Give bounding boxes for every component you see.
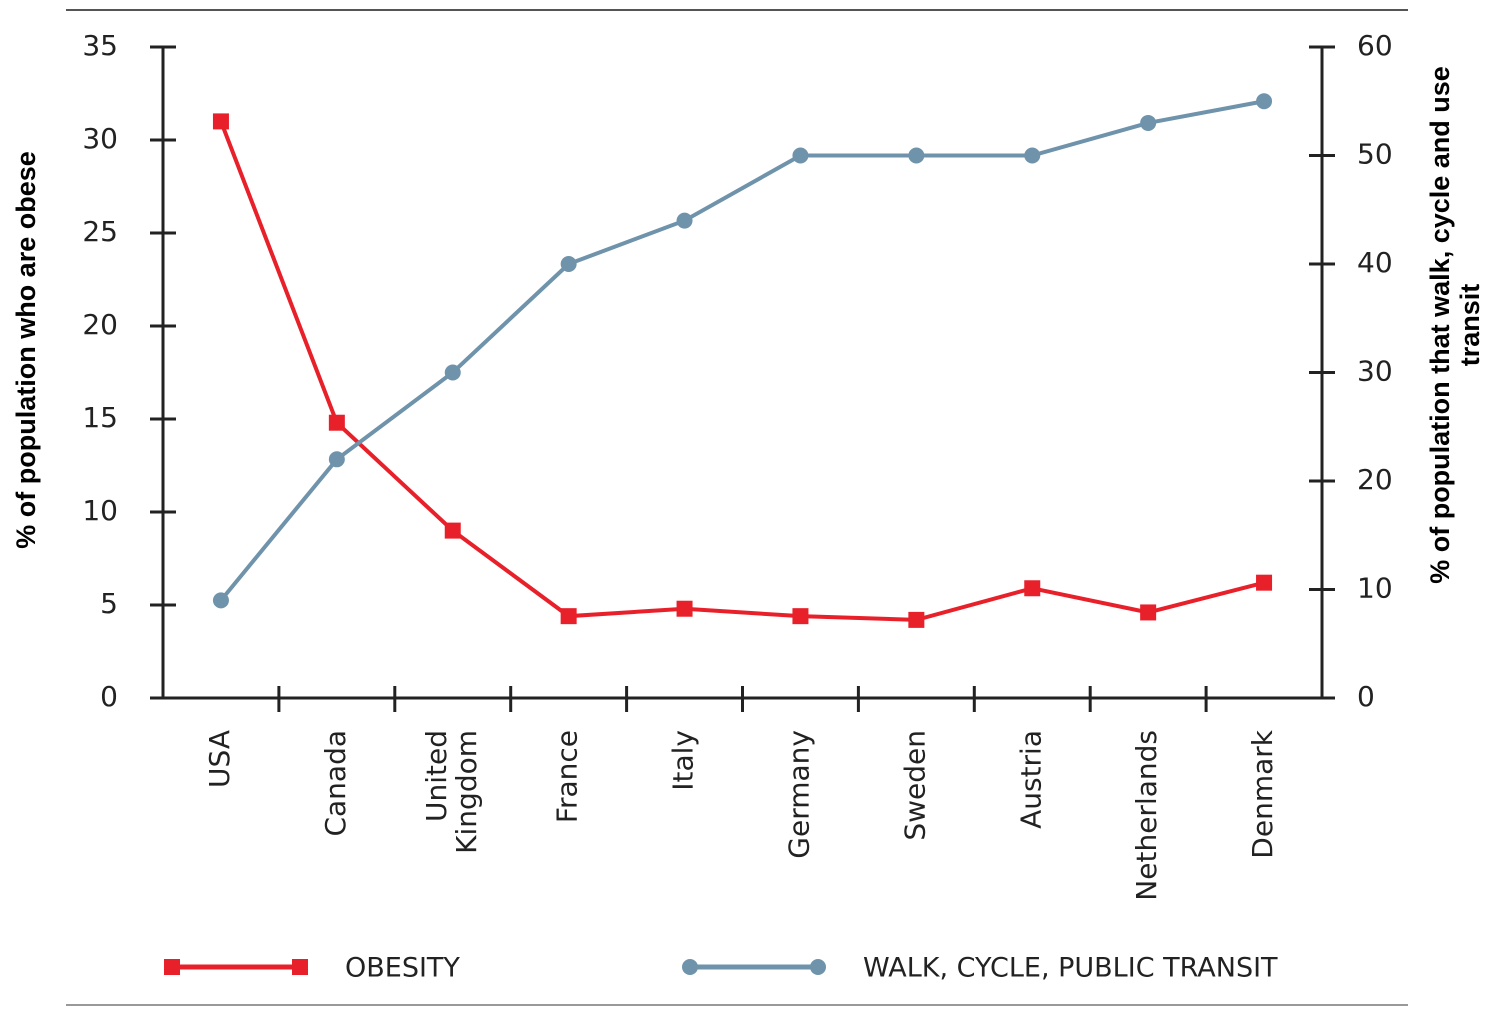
point: [1256, 93, 1273, 110]
x-tick-label: France: [551, 730, 584, 823]
y-tick-label: 0: [100, 680, 118, 713]
point: [908, 611, 925, 628]
point: [908, 147, 925, 164]
x-tick-label: Denmark: [1246, 729, 1279, 858]
y2-tick-label: 30: [1357, 355, 1393, 388]
point: [444, 364, 461, 381]
series-line: [219, 99, 1265, 602]
legend-marker: [164, 959, 180, 975]
y2-axis-title: % of population that walk, cycle and use…: [1425, 66, 1485, 584]
point: [560, 256, 577, 272]
legend-marker: [292, 959, 308, 975]
y-tick-label: 10: [82, 494, 118, 527]
y-tick-label: 35: [82, 29, 118, 62]
x-tick-label: Canada: [319, 730, 352, 837]
point: [1140, 604, 1157, 621]
point: [676, 600, 693, 617]
y2-tick-label: 20: [1357, 463, 1393, 496]
y-tick-label: 15: [82, 401, 118, 434]
y2-tick-label: 50: [1357, 138, 1393, 171]
legend-label: WALK, CYCLE, PUBLIC TRANSIT: [863, 953, 1278, 984]
x-tick-label: Austria: [1014, 730, 1047, 829]
y-tick-label: 25: [82, 215, 118, 248]
y-tick-label: 20: [82, 308, 118, 341]
point: [328, 451, 345, 468]
y-axis-title: % of population who are obese: [11, 151, 41, 549]
point: [212, 592, 229, 609]
point: [1256, 574, 1273, 591]
y2-tick-label: 40: [1357, 246, 1393, 279]
y2-tick-label: 0: [1357, 680, 1375, 713]
point: [676, 212, 693, 229]
legend-marker: [810, 959, 826, 975]
legend-marker: [682, 959, 698, 975]
series-line: [219, 120, 1265, 622]
legend-label: OBESITY: [345, 953, 460, 984]
x-tick-label: Italy: [667, 730, 700, 791]
point: [444, 522, 461, 539]
point: [1140, 114, 1157, 131]
point: [792, 147, 809, 164]
point: [560, 608, 577, 625]
x-tick-label: Sweden: [898, 730, 931, 841]
point: [1024, 147, 1041, 164]
point: [1024, 580, 1041, 597]
y-tick-label: 5: [100, 587, 118, 620]
point: [792, 608, 809, 625]
point: [328, 414, 345, 431]
y-tick-label: 30: [82, 122, 118, 155]
y2-tick-label: 60: [1357, 29, 1393, 62]
x-tick-label: UnitedKingdom: [420, 730, 483, 854]
point: [212, 113, 229, 130]
y2-tick-label: 10: [1357, 572, 1393, 605]
x-tick-label: Germany: [782, 730, 815, 859]
x-tick-label: Netherlands: [1130, 730, 1163, 901]
x-tick-label: USA: [203, 730, 236, 788]
